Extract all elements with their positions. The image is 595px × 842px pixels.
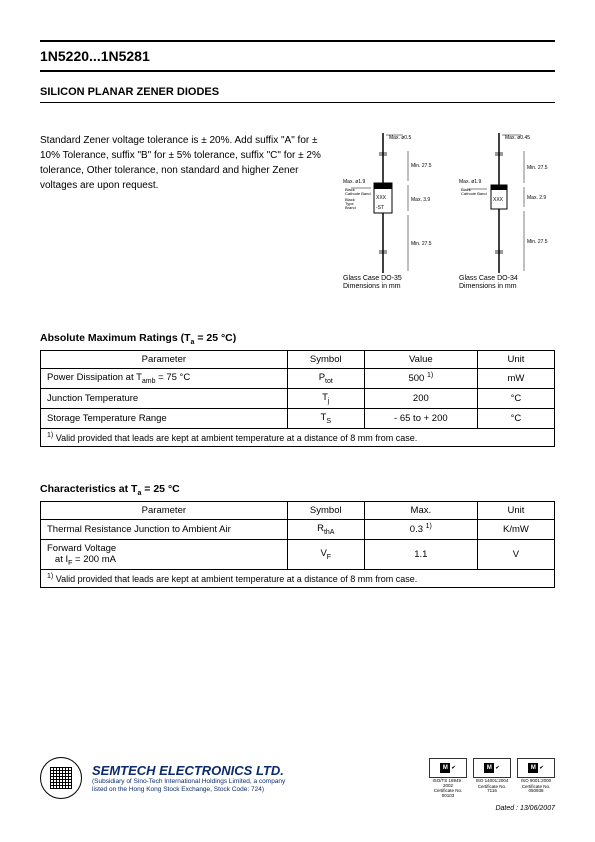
- char-h1: Characteristics at T: [40, 483, 137, 495]
- col-max: Max.: [364, 501, 477, 519]
- do34-body-text: XXX: [493, 197, 504, 203]
- abs-max-table: Parameter Symbol Value Unit Power Dissip…: [40, 350, 555, 447]
- diagram-do34: Max. ø0.45 Max. ø1.9 Min. 27.5 Max. 2.9 …: [459, 133, 555, 292]
- do35-caption: Glass Case DO-35 Dimensions in mm: [343, 275, 439, 292]
- col-parameter: Parameter: [41, 350, 288, 368]
- do34-top-dia: Max. ø0.45: [505, 135, 530, 141]
- company-name: SEMTECH ELECTRONICS LTD.: [92, 763, 419, 778]
- table-header-row: Parameter Symbol Max. Unit: [41, 501, 555, 519]
- table-row: Power Dissipation at Tamb = 75 °C Ptot 5…: [41, 368, 555, 388]
- table-row: Thermal Resistance Junction to Ambient A…: [41, 519, 555, 539]
- company-logo-icon: [40, 757, 82, 799]
- table-row: Storage Temperature Range TS - 65 to + 2…: [41, 408, 555, 428]
- product-subtitle: SILICON PLANAR ZENER DIODES: [40, 86, 555, 98]
- intro-row: Standard Zener voltage tolerance is ± 20…: [40, 133, 555, 292]
- col-value: Value: [364, 350, 477, 368]
- do34-lead2: Min. 27.5: [527, 239, 548, 245]
- do34-svg: Max. ø0.45 Max. ø1.9 Min. 27.5 Max. 2.9 …: [459, 133, 555, 273]
- do35-cap1: Glass Case DO-35: [343, 275, 402, 282]
- cert-badge: M✔ ISO 9001:2000 Certificate No. 050938: [517, 758, 555, 798]
- cert-badge: M✔ ISO/TS 16949 : 2002 Certificate No. 0…: [429, 758, 467, 798]
- company-sub1: (Subsidiary of Sino-Tech International H…: [92, 778, 419, 785]
- col-unit: Unit: [477, 350, 554, 368]
- do35-cap2: Dimensions in mm: [343, 283, 401, 290]
- col-unit: Unit: [477, 501, 554, 519]
- intro-text: Standard Zener voltage tolerance is ± 20…: [40, 133, 323, 292]
- char-tail: = 25 °C: [141, 483, 179, 495]
- col-symbol: Symbol: [287, 350, 364, 368]
- col-symbol: Symbol: [287, 501, 364, 519]
- abs-max-heading: Absolute Maximum Ratings (Ta = 25 °C): [40, 332, 555, 346]
- diagram-do35: Max. ø0.5 Max. ø1.9 Min. 27.5 Max. 3.9 M…: [343, 133, 439, 292]
- abs-max-h1: Absolute Maximum Ratings (T: [40, 332, 191, 344]
- table-header-row: Parameter Symbol Value Unit: [41, 350, 555, 368]
- company-sub2: listed on the Hong Kong Stock Exchange, …: [92, 786, 419, 793]
- do35-cath2: Cathode Band: [345, 191, 371, 196]
- title-bar: 1N5220...1N5281: [40, 40, 555, 72]
- do34-cap2: Dimensions in mm: [459, 283, 517, 290]
- table-row: Forward Voltage at IF = 200 mA VF 1.1 V: [41, 539, 555, 570]
- do35-body-text: XXX: [376, 195, 387, 201]
- footer: SEMTECH ELECTRONICS LTD. (Subsidiary of …: [40, 757, 555, 812]
- do35-left-dia: Max. ø1.9: [343, 179, 365, 185]
- subtitle-bar: SILICON PLANAR ZENER DIODES: [40, 86, 555, 103]
- dated-line: Dated : 13/06/2007: [40, 805, 555, 812]
- do35-top-dia: Max. ø0.5: [389, 135, 411, 141]
- do34-caption: Glass Case DO-34 Dimensions in mm: [459, 275, 555, 292]
- footer-row: SEMTECH ELECTRONICS LTD. (Subsidiary of …: [40, 757, 555, 799]
- table-footnote-row: 1) Valid provided that leads are kept at…: [41, 428, 555, 446]
- do35-body: Max. 3.9: [411, 197, 430, 203]
- characteristics-heading: Characteristics at Ta = 25 °C: [40, 483, 555, 497]
- cert-badges: M✔ ISO/TS 16949 : 2002 Certificate No. 0…: [429, 758, 555, 798]
- package-diagrams: Max. ø0.5 Max. ø1.9 Min. 27.5 Max. 3.9 M…: [343, 133, 555, 292]
- col-parameter: Parameter: [41, 501, 288, 519]
- cert-badge: M✔ ISO 14001:2004 Certificate No. 7116: [473, 758, 511, 798]
- table-footnote-row: 1) Valid provided that leads are kept at…: [41, 570, 555, 588]
- do34-body: Max. 2.9: [527, 195, 546, 201]
- characteristics-table: Parameter Symbol Max. Unit Thermal Resis…: [40, 501, 555, 589]
- do35-svg: Max. ø0.5 Max. ø1.9 Min. 27.5 Max. 3.9 M…: [343, 133, 439, 273]
- do35-lead: Min. 27.5: [411, 163, 432, 169]
- do34-cap1: Glass Case DO-34: [459, 275, 518, 282]
- do34-cath2: Cathode Band: [461, 191, 487, 196]
- company-block: SEMTECH ELECTRONICS LTD. (Subsidiary of …: [92, 763, 419, 793]
- do35-type3: Brand: [345, 205, 356, 210]
- do34-left-dia: Max. ø1.9: [459, 179, 481, 185]
- do35-lead2: Min. 27.5: [411, 241, 432, 247]
- table-row: Junction Temperature Tj 200 °C: [41, 388, 555, 408]
- abs-max-tail: = 25 °C): [194, 332, 236, 344]
- part-number-title: 1N5220...1N5281: [40, 48, 555, 64]
- do34-lead: Min. 27.5: [527, 165, 548, 171]
- do35-brand-text: -ST: [376, 205, 384, 211]
